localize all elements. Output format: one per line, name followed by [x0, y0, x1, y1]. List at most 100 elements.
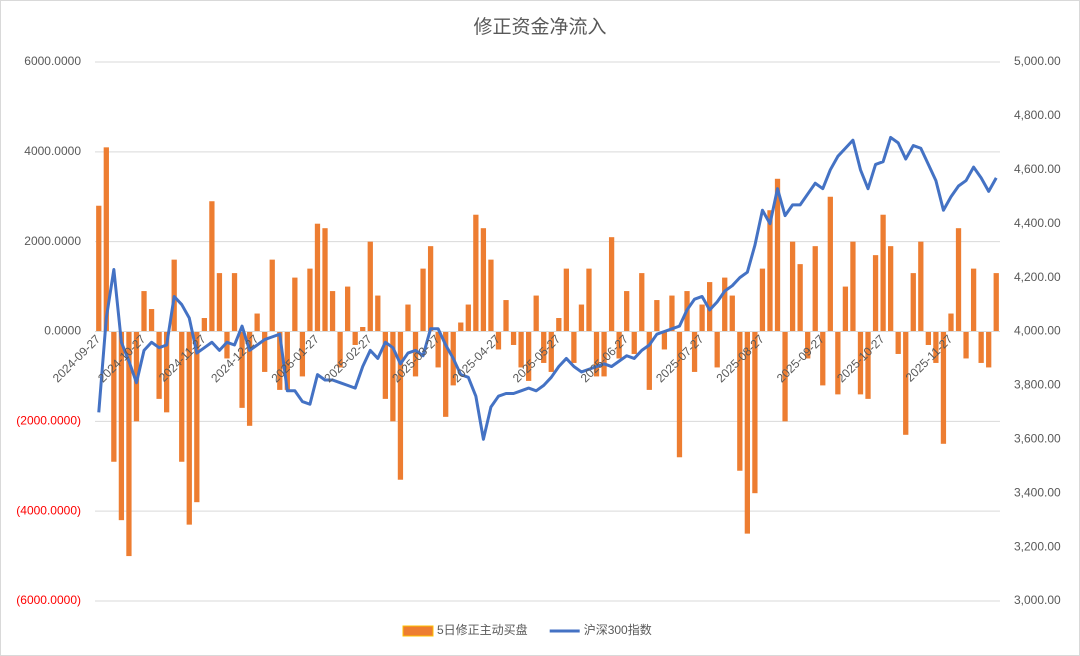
y2-tick-label: 3,800.00 [1014, 378, 1061, 392]
bar [141, 291, 147, 332]
bar [541, 331, 547, 363]
legend-swatch [402, 625, 434, 637]
bar [194, 331, 200, 503]
bar [986, 331, 992, 368]
bar [639, 273, 645, 332]
bar [842, 286, 849, 332]
bar [835, 331, 841, 395]
bar [96, 205, 102, 332]
bar [669, 295, 675, 332]
bar [646, 331, 652, 390]
y-tick-label: 2000.0000 [24, 234, 81, 248]
bar [857, 331, 864, 395]
bar [586, 268, 592, 332]
bar [458, 322, 464, 332]
bar [631, 331, 637, 354]
bar [782, 331, 788, 422]
bar [277, 331, 283, 390]
bar [789, 241, 796, 332]
bar [397, 331, 404, 480]
bar [608, 237, 615, 332]
bar [880, 214, 886, 332]
bar [812, 246, 818, 332]
bar [940, 331, 947, 444]
bar [895, 331, 901, 354]
bar [616, 331, 622, 359]
bar [382, 331, 388, 399]
bar [179, 331, 185, 462]
bar [164, 331, 170, 413]
bar [352, 331, 358, 345]
bar [269, 259, 275, 332]
bar [759, 268, 766, 332]
bar [367, 241, 373, 332]
bar [345, 286, 351, 332]
bar [744, 331, 750, 534]
bar [691, 331, 698, 372]
bar [563, 268, 569, 332]
bar [329, 291, 336, 332]
bar [443, 331, 449, 417]
bar [427, 246, 434, 332]
bar [676, 331, 683, 458]
bar [473, 214, 479, 332]
bar [548, 331, 554, 372]
bar [872, 255, 879, 332]
bar [955, 228, 962, 332]
bar [850, 241, 856, 332]
bar [209, 201, 215, 332]
bar [601, 331, 607, 377]
bar [148, 309, 155, 332]
bar [103, 147, 109, 332]
y2-tick-label: 3,600.00 [1014, 431, 1061, 445]
bar [360, 327, 366, 332]
bar [156, 331, 162, 399]
bar [533, 295, 539, 332]
y2-tick-label: 3,400.00 [1014, 485, 1061, 499]
y-tick-label: 0.0000 [44, 324, 81, 338]
y2-tick-label: 4,800.00 [1014, 108, 1061, 122]
bar [774, 178, 781, 332]
bar [405, 304, 411, 332]
bar [495, 331, 502, 350]
bar [820, 331, 826, 386]
bar [737, 331, 743, 471]
y-tick-label: 6000.0000 [24, 54, 81, 68]
bar [435, 331, 441, 368]
bar [978, 331, 984, 363]
bar [805, 331, 811, 359]
bar [186, 331, 192, 525]
chart-title: 修正资金净流入 [473, 16, 606, 38]
bar [390, 331, 396, 422]
line [97, 135, 998, 441]
bar [970, 268, 977, 332]
bar [767, 210, 773, 332]
bar [314, 223, 321, 332]
bar [510, 331, 517, 345]
bar [239, 331, 245, 408]
bar [420, 268, 426, 332]
bar [231, 273, 238, 332]
bar [307, 268, 313, 332]
bar [292, 277, 298, 332]
bar [118, 331, 125, 521]
legend-label: 5日修正主动买盘 [437, 622, 528, 637]
y-tick-label: (6000.0000) [16, 593, 81, 607]
bar [903, 331, 909, 435]
bar [654, 300, 660, 332]
y2-tick-label: 3,200.00 [1014, 539, 1061, 553]
bar [201, 318, 207, 332]
bar [578, 304, 585, 332]
bar [111, 331, 117, 462]
bar [918, 241, 924, 332]
bar [216, 273, 223, 332]
bar [375, 295, 381, 332]
bar [963, 331, 969, 359]
bar [503, 300, 509, 332]
y-tick-label: 4000.0000 [24, 144, 81, 158]
bar [722, 277, 728, 332]
bar [888, 246, 894, 332]
bar [707, 282, 713, 332]
bar [948, 313, 954, 332]
